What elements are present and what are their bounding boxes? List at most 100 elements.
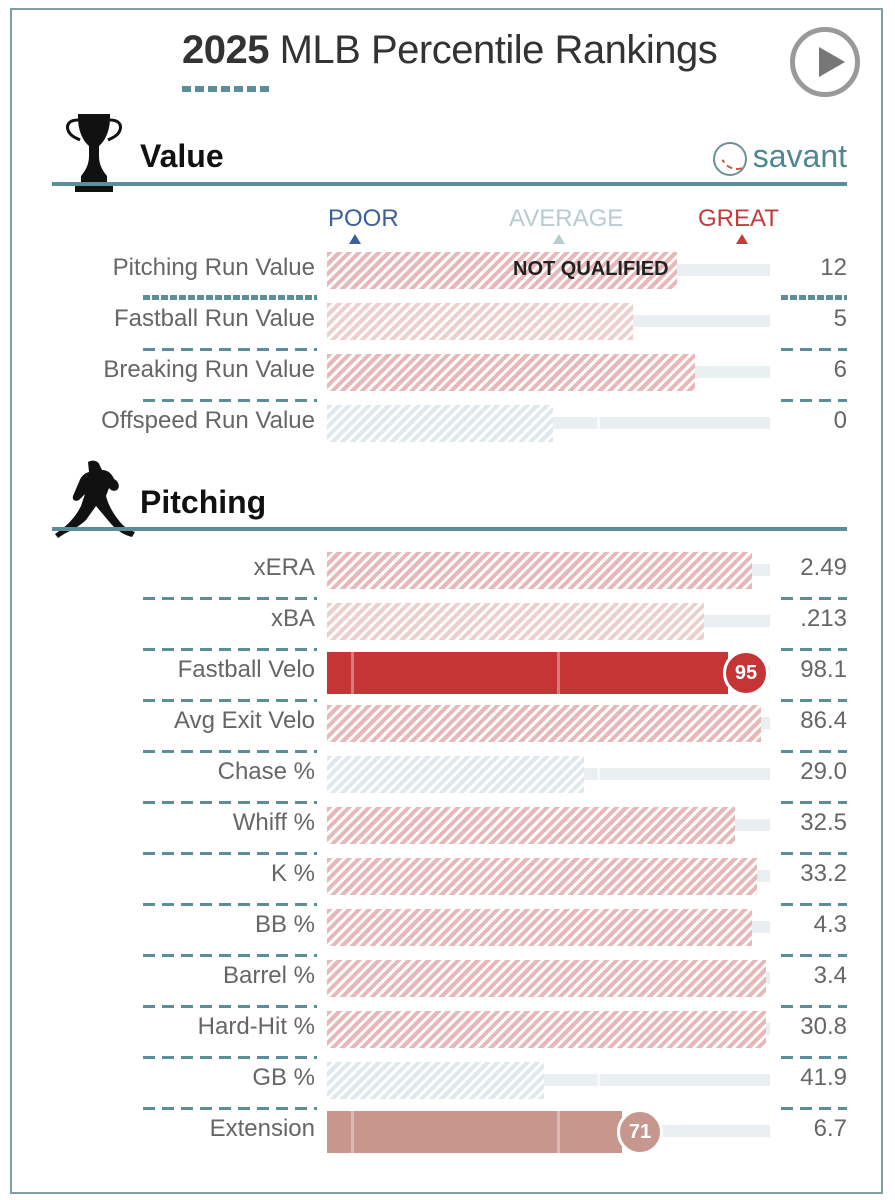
section-header-value: Value savant xyxy=(52,112,847,192)
section-rule xyxy=(52,182,847,186)
percentile-bar xyxy=(327,1062,544,1099)
metric-value: 12 xyxy=(820,254,847,281)
card-frame xyxy=(10,8,883,1194)
row-divider xyxy=(143,903,317,906)
metric-label: Offspeed Run Value xyxy=(101,407,315,434)
scale-average-label: AVERAGE xyxy=(509,205,624,232)
row-divider xyxy=(781,954,847,957)
play-circle-icon[interactable] xyxy=(790,27,860,97)
metric-value: 6 xyxy=(833,356,847,383)
percentile-bar xyxy=(327,303,633,340)
metric-value: 30.8 xyxy=(800,1013,847,1040)
metric-row[interactable]: Fastball Run Value 5 xyxy=(0,301,895,351)
metric-row[interactable]: Pitching Run Value NOT QUALIFIED 12 xyxy=(0,250,895,300)
metric-value: 0 xyxy=(833,407,847,434)
percentile-badge: 71 xyxy=(617,1109,663,1155)
metric-row[interactable]: xBA .213 xyxy=(0,601,895,651)
metric-row[interactable]: Fastball Velo 95 98.1 xyxy=(0,650,895,702)
metric-label: K % xyxy=(270,860,315,887)
percentile-bar xyxy=(327,705,761,742)
percentile-bar xyxy=(327,858,757,895)
percentile-badge: 95 xyxy=(723,650,769,696)
metric-row[interactable]: Avg Exit Velo 86.4 xyxy=(0,703,895,753)
row-divider xyxy=(781,903,847,906)
metric-row[interactable]: BB % 4.3 xyxy=(0,907,895,957)
percentile-bar xyxy=(327,756,584,793)
metric-label: Fastball Run Value xyxy=(114,305,315,332)
metric-value: 29.0 xyxy=(800,758,847,785)
percentile-bar xyxy=(327,552,752,589)
savant-logo[interactable]: savant xyxy=(712,138,847,176)
section-title-pitching: Pitching xyxy=(140,484,267,520)
trophy-icon xyxy=(66,114,122,192)
row-divider xyxy=(143,699,317,702)
section-header-pitching: Pitching xyxy=(52,458,847,538)
percentile-bar xyxy=(327,1111,622,1153)
poor-marker-icon xyxy=(349,234,361,244)
metric-label: Extension xyxy=(209,1115,315,1142)
metric-label: Hard-Hit % xyxy=(197,1013,315,1040)
row-divider xyxy=(143,1056,317,1059)
section-rule xyxy=(52,527,847,531)
row-divider xyxy=(781,1107,847,1110)
percentile-bar xyxy=(327,960,766,997)
metric-value: 33.2 xyxy=(800,860,847,887)
metric-label: GB % xyxy=(252,1064,315,1091)
percentile-bar xyxy=(327,652,728,694)
metric-label: BB % xyxy=(254,911,315,938)
metric-value: 41.9 xyxy=(800,1064,847,1091)
row-divider xyxy=(143,1107,317,1110)
metric-row[interactable]: Barrel % 3.4 xyxy=(0,958,895,1008)
percentile-bar xyxy=(327,1011,766,1048)
row-divider xyxy=(143,648,317,651)
metric-row[interactable]: Whiff % 32.5 xyxy=(0,805,895,855)
metric-label: Pitching Run Value xyxy=(112,254,315,281)
metric-value: 32.5 xyxy=(800,809,847,836)
metric-value: 3.4 xyxy=(813,962,847,989)
metric-value: 98.1 xyxy=(800,656,847,683)
percentile-bar xyxy=(327,807,735,844)
title-underline xyxy=(182,86,272,92)
great-marker-icon xyxy=(736,234,748,244)
section-title-value: Value xyxy=(140,138,224,174)
row-divider xyxy=(781,348,847,351)
title-text: MLB Percentile Rankings xyxy=(279,28,718,72)
savant-label: savant xyxy=(752,138,847,174)
metric-label: Fastball Velo xyxy=(177,656,315,683)
row-divider xyxy=(143,295,317,300)
row-divider xyxy=(781,1005,847,1008)
row-divider xyxy=(143,1005,317,1008)
metric-row[interactable]: Hard-Hit % 30.8 xyxy=(0,1009,895,1059)
metric-row[interactable]: GB % 41.9 xyxy=(0,1060,895,1110)
row-divider xyxy=(781,1056,847,1059)
not-qualified-label: NOT QUALIFIED xyxy=(513,258,669,280)
metric-value: 4.3 xyxy=(813,911,847,938)
row-divider xyxy=(143,750,317,753)
row-divider xyxy=(781,295,847,300)
row-divider xyxy=(143,954,317,957)
title-year: 2025 xyxy=(182,28,269,72)
metric-row[interactable]: Breaking Run Value 6 xyxy=(0,352,895,402)
row-divider xyxy=(781,648,847,651)
metric-row[interactable]: Offspeed Run Value 0 xyxy=(0,403,895,453)
scale-poor-label: POOR xyxy=(328,205,399,232)
row-divider xyxy=(781,699,847,702)
metric-value: 2.49 xyxy=(800,554,847,581)
metric-value: 86.4 xyxy=(800,707,847,734)
metric-value: 6.7 xyxy=(813,1115,847,1142)
metric-label: Chase % xyxy=(217,758,315,785)
percentile-bar xyxy=(327,909,752,946)
metric-row[interactable]: Chase % 29.0 xyxy=(0,754,895,804)
page-title: 2025 MLB Percentile Rankings xyxy=(182,28,718,73)
metric-label: Avg Exit Velo xyxy=(174,707,315,734)
metric-row[interactable]: xERA 2.49 xyxy=(0,550,895,600)
percentile-bar xyxy=(327,405,553,442)
pitcher-icon xyxy=(55,460,135,538)
metric-value: 5 xyxy=(833,305,847,332)
row-divider xyxy=(781,852,847,855)
metric-label: Whiff % xyxy=(232,809,315,836)
percentile-bar xyxy=(327,252,677,289)
metric-label: Barrel % xyxy=(222,962,315,989)
metric-row[interactable]: Extension 71 6.7 xyxy=(0,1109,895,1161)
metric-row[interactable]: K % 33.2 xyxy=(0,856,895,906)
